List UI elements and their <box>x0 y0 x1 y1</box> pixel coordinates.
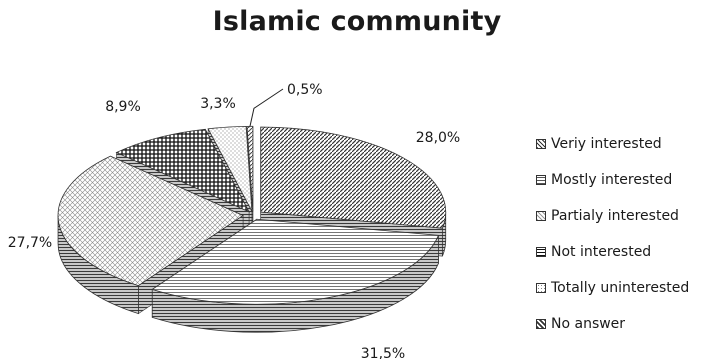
legend-label: Not interested <box>551 244 652 260</box>
legend-swatch <box>536 247 546 257</box>
legend-swatch <box>536 319 546 329</box>
legend-swatch <box>536 139 546 149</box>
data-label: 0,5% <box>287 82 323 98</box>
legend-item: No answer <box>536 314 625 334</box>
legend-item: Veriy interested <box>536 134 662 154</box>
chart-title: Islamic community <box>212 6 502 37</box>
leader-line <box>249 88 284 127</box>
pie-slice <box>115 128 250 213</box>
data-label: 31,5% <box>361 346 405 359</box>
legend-item: Totally uninterested <box>536 278 689 298</box>
pie-slice <box>151 218 440 305</box>
legend-swatch <box>536 211 546 221</box>
legend-item: Partialy interested <box>536 206 679 226</box>
pie-slice <box>57 155 244 287</box>
legend-label: Veriy interested <box>551 136 662 152</box>
legend-swatch <box>536 283 546 293</box>
legend-item: Mostly interested <box>536 170 672 190</box>
pie-slice <box>246 125 254 212</box>
pie-slice <box>207 125 253 212</box>
legend-label: Mostly interested <box>551 172 673 188</box>
pie-slice <box>260 126 447 229</box>
legend-item: Not interested <box>536 242 651 262</box>
legend-label: Totally uninterested <box>551 280 690 296</box>
legend-label: Partialy interested <box>551 208 679 224</box>
data-label: 8,9% <box>105 99 141 115</box>
legend-swatch <box>536 175 546 185</box>
data-label: 27,7% <box>8 235 52 251</box>
legend-label: No answer <box>551 316 626 332</box>
data-label: 28,0% <box>416 130 460 146</box>
data-label: 3,3% <box>200 96 236 112</box>
